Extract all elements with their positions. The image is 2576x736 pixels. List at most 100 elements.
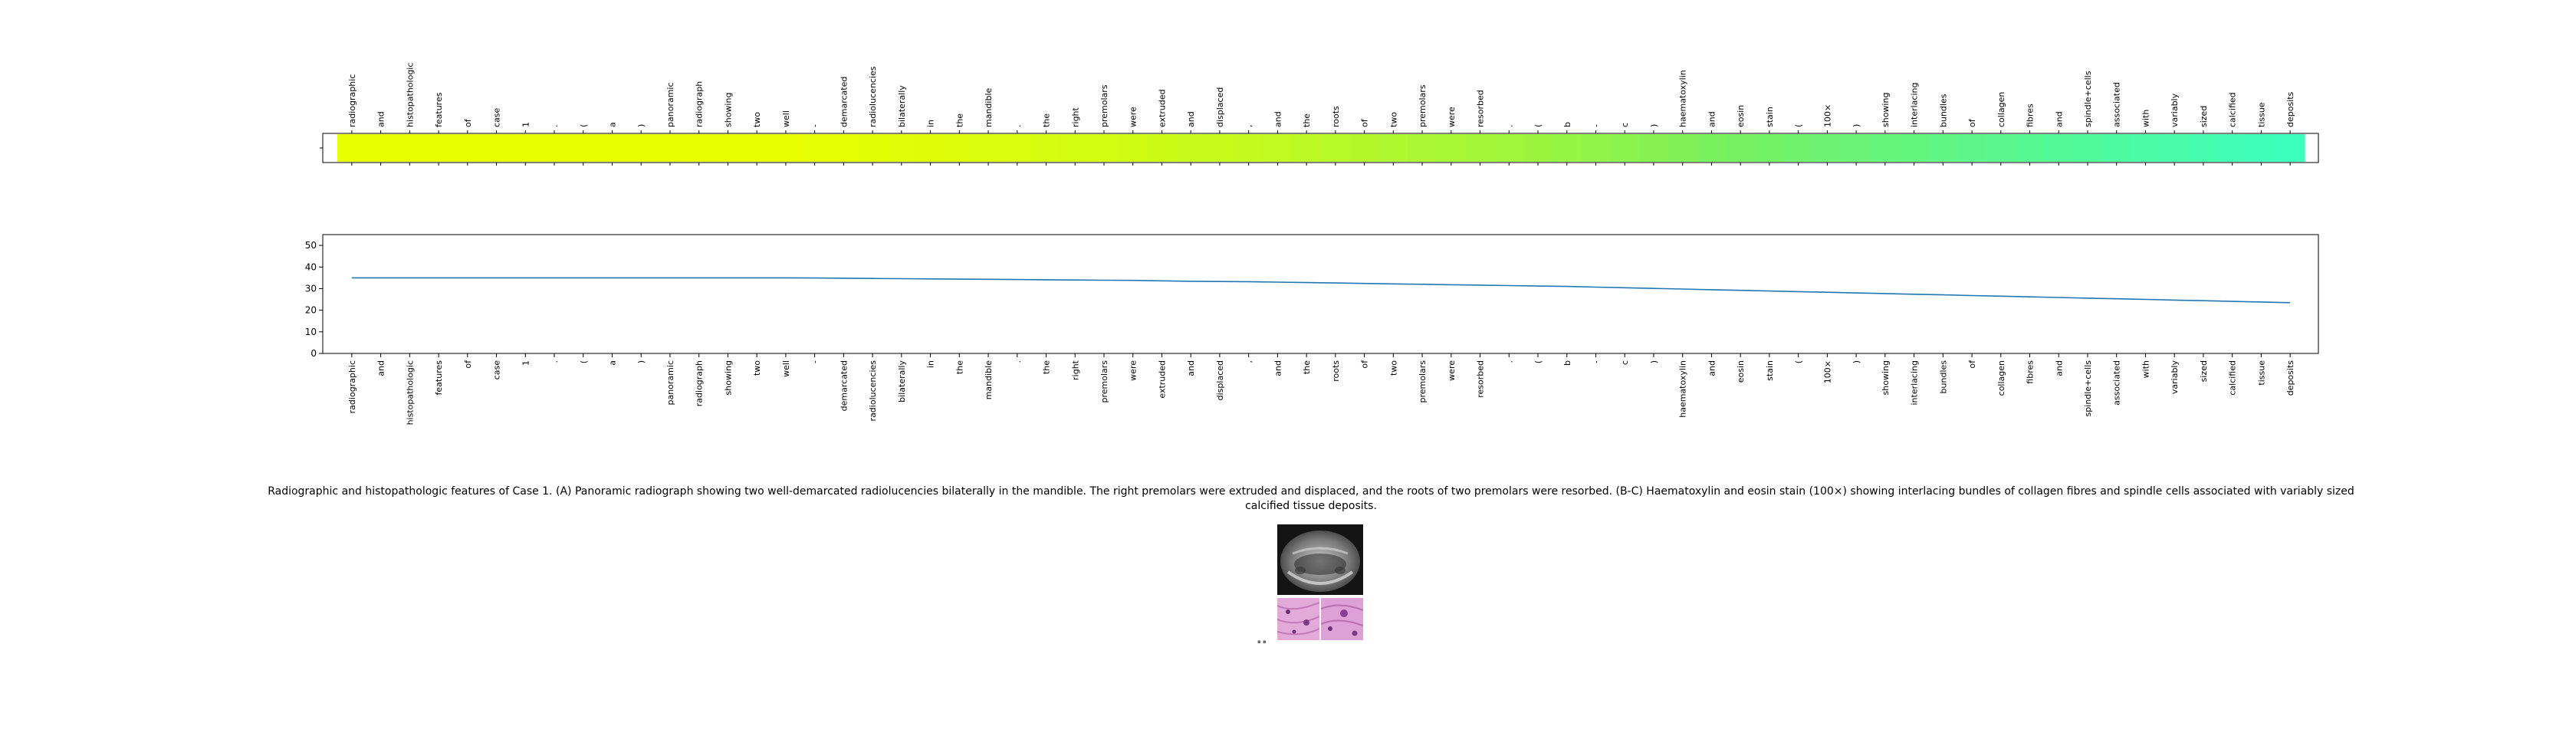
y-tick-label: 30 [305,283,317,294]
heatmap-cell [1147,134,1177,162]
heatmap-cell [1234,134,1264,162]
heatmap-cell [829,134,859,162]
x-token-label: premolars [1099,360,1109,403]
heatmap-token-label: radiograph [695,81,705,127]
x-token-label: the [1042,360,1052,374]
heatmap-cell [800,134,830,162]
x-token-label: haematoxylin [1678,360,1688,418]
heatmap-cell [1002,134,1033,162]
x-token-label: a [607,360,617,366]
heatmap-token-label: associated [2112,82,2122,127]
x-token-label: . [1504,360,1514,363]
x-token-label: displaced [1215,360,1225,400]
heatmap-cell [568,134,599,162]
token-heatmap-panel: radiographic and histopathologic features of… [320,63,2319,166]
heatmap-cell [424,134,454,162]
x-token-label: associated [2112,360,2122,406]
heatmap-token-label: ) [1649,124,1659,127]
x-token-label: demarcated [839,360,849,411]
heatmap-token-label: and [2054,111,2064,127]
heatmap-cell [1031,134,1061,162]
heatmap-token-label: bilaterally [897,85,907,127]
heatmap-cell [1668,134,1698,162]
heatmap-token-label: roots [1331,106,1341,127]
x-token-label: ( [579,360,589,363]
heatmap-token-label: haematoxylin [1678,70,1688,127]
heatmap-token-label: resorbed [1476,90,1486,127]
heatmap-token-label: a [607,122,617,127]
heatmap-cell [2044,134,2074,162]
heatmap-cell [1523,134,1553,162]
x-token-label: ) [1649,360,1659,363]
heatmap-token-label: 1 [521,122,531,127]
heatmap-token-label: sized [2199,106,2209,127]
heatmap-token-label: of [1360,118,1370,127]
heatmap-token-label: displaced [1215,87,1225,127]
series-line [351,277,2291,304]
heatmap-token-label: the [955,113,964,127]
heatmap-token-label: were [1447,107,1457,127]
x-token-label: premolars [1418,360,1428,403]
histology-panel-c-image [1321,598,1363,640]
x-token-label: roots [1331,360,1341,382]
heatmap-cell [886,134,917,162]
heatmap-cell [771,134,801,162]
x-token-label: and [376,360,386,376]
x-token-label: radiograph [695,360,705,406]
x-token-label: right [1070,360,1080,380]
x-token-label: deposits [2285,360,2295,396]
heatmap-token-label: histopathologic [405,63,415,127]
y-tick-label: 20 [305,305,317,316]
x-token-label: calcified [2228,360,2238,396]
heatmap-token-label: premolars [1418,84,1428,127]
x-token-label: collagen [1996,360,2006,396]
heatmap-token-label: collagen [1996,92,2006,127]
heatmap-cell [1581,134,1611,162]
heatmap-token-label: . [1504,125,1514,128]
heatmap-token-label: the [1042,113,1052,127]
heatmap-cell [1349,134,1380,162]
x-token-label: case [492,360,502,380]
x-token-label: - [810,360,820,363]
x-token-label: bundles [1938,360,1948,394]
heatmap-cell [366,134,396,162]
y-tick-label: 10 [305,327,317,337]
heatmap-cell [1378,134,1408,162]
heatmap-cell [742,134,772,162]
heatmap-cell [337,134,367,162]
heatmap-cell [1494,134,1524,162]
heatmap-cell [1755,134,1785,162]
heatmap-token-label: . [1013,125,1023,128]
x-token-label: sized [2199,360,2209,382]
heatmap-cell [1552,134,1582,162]
heatmap-cell [540,134,570,162]
heatmap-token-label: c [1620,123,1630,127]
x-token-label: the [955,360,964,374]
heatmap-token-label: ( [579,124,589,127]
heatmap-cell [481,134,512,162]
heatmap-cell [945,134,974,162]
heatmap-cell [2246,134,2276,162]
heatmap-cell [1321,134,1351,162]
x-token-label: , [1244,360,1254,363]
heatmap-token-label: bundles [1938,94,1948,127]
panel-label-marks: ▪ ▪ [1257,639,1267,645]
x-token-label: and [1186,360,1196,376]
heatmap-token-label: two [752,112,762,127]
x-token-label: ( [1533,360,1543,363]
heatmap-cell [858,134,888,162]
heatmap-token-label: showing [1881,93,1891,127]
heatmap-token-label: - [810,124,820,127]
y-tick-label: 40 [305,261,317,272]
x-token-label: stain [1765,360,1775,381]
heatmap-token-label: eosin [1736,105,1746,127]
heatmap-cell [2189,134,2219,162]
x-token-label: and [1707,360,1717,376]
heatmap-cell [2073,134,2103,162]
x-token-label: mandible [984,360,994,400]
x-token-label: . [550,360,560,363]
x-token-label: tissue [2256,360,2266,386]
y-tick-label: 50 [305,240,317,251]
heatmap-cell [452,134,483,162]
x-token-label: spindle+cells [2083,360,2093,417]
